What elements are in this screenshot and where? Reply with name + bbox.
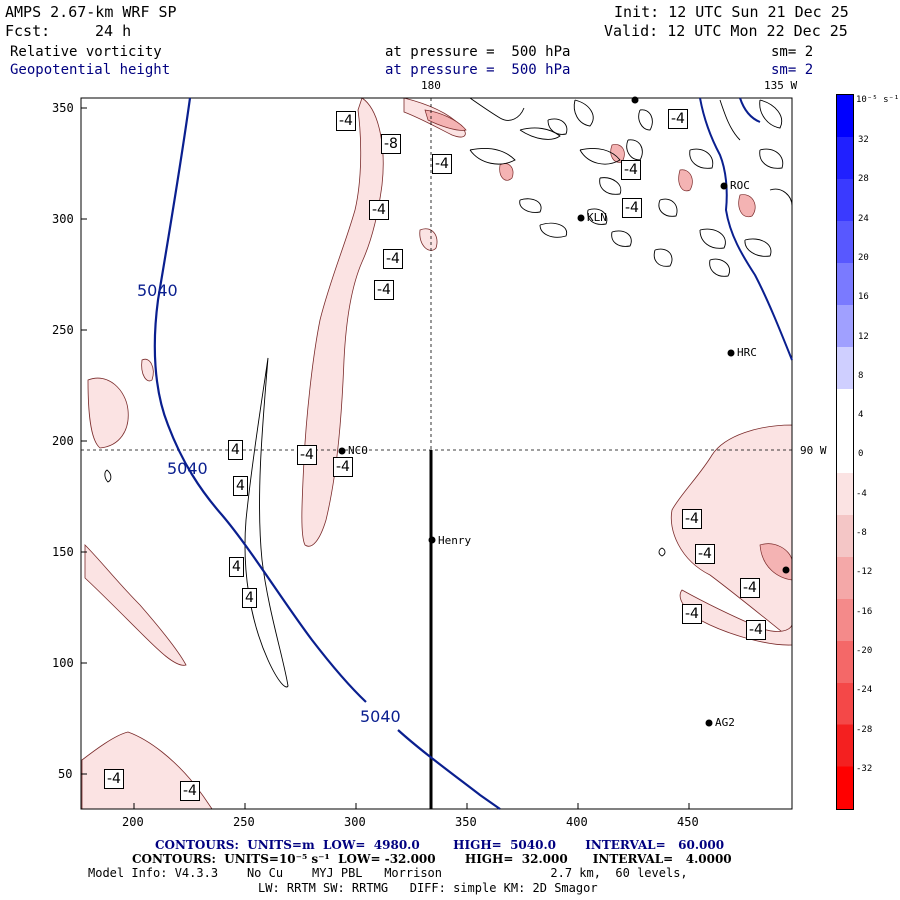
x-tick-300: 300	[344, 815, 366, 829]
y-tick-50: 50	[58, 767, 73, 781]
vorticity-label: -4	[682, 604, 702, 624]
vorticity-label: -4	[297, 445, 317, 465]
vorticity-label: -4	[622, 198, 642, 218]
vorticity-label: -4	[682, 509, 702, 529]
init-time: Init: 12 UTC Sun 21 Dec 25	[614, 3, 849, 21]
meridian-label-135w: 135 W	[764, 79, 798, 92]
colorbar-tick-label: 16	[858, 292, 869, 303]
field-vorticity-smoothing: sm= 2	[771, 44, 814, 60]
field-height-level: at pressure = 500 hPa	[385, 62, 571, 78]
colorbar-tick-label: -12	[856, 567, 873, 578]
colorbar-tick-label: -28	[856, 724, 873, 735]
station-label-roc: ROC	[730, 179, 750, 192]
vorticity-label: 4	[242, 588, 257, 608]
plot-frame	[80, 97, 793, 810]
vorticity-label: -4	[746, 620, 766, 640]
station-label-hrc: HRC	[737, 346, 757, 359]
colorbar-tick-label: 0	[858, 449, 864, 460]
vorticity-label: -4	[695, 544, 715, 564]
height-label-5040-middle: 5040	[167, 459, 208, 478]
footer-height-contours: CONTOURS: UNITS=m LOW= 4980.0 HIGH= 5040…	[155, 838, 725, 852]
station-markers	[338, 96, 790, 727]
colorbar-tick-label: -24	[856, 685, 873, 696]
meridian-label-90w: 90 W	[800, 444, 827, 457]
forecast-label: Fcst:	[5, 22, 51, 40]
field-height-name: Geopotential height	[10, 62, 171, 78]
vorticity-label: -4	[621, 160, 641, 180]
colorbar-tick-label: 4	[858, 410, 864, 421]
axis-ticks	[81, 107, 690, 809]
vorticity-label: -4	[668, 109, 688, 129]
model-title: AMPS 2.67-km WRF SP	[5, 3, 177, 21]
field-vorticity-name: Relative vorticity	[10, 44, 162, 60]
vorticity-label: -4	[333, 457, 353, 477]
y-tick-250: 250	[52, 323, 74, 337]
vorticity-label: -4	[432, 154, 452, 174]
colorbar-tick-label: 20	[858, 252, 869, 263]
footer-physics-info: LW: RRTM SW: RRTMG DIFF: simple KM: 2D S…	[258, 881, 598, 895]
vorticity-label: 4	[233, 476, 248, 496]
colorbar-tick-label: -8	[856, 528, 867, 538]
colorbar-tick-label: 28	[858, 174, 869, 185]
colorbar-tick-label: -16	[856, 606, 873, 617]
negative-vorticity-shading	[81, 97, 793, 810]
vorticity-label: -4	[369, 200, 389, 220]
colorbar-tick-label: -20	[856, 645, 873, 656]
x-tick-250: 250	[233, 815, 255, 829]
meridian-label-180: 180	[421, 79, 441, 92]
vorticity-label: -4	[740, 578, 760, 598]
vorticity-label: -4	[383, 249, 403, 269]
colorbar-tick-label: 24	[858, 213, 869, 224]
colorbar-tick-label: 32	[858, 135, 869, 145]
station-label-nco: NCO	[348, 444, 368, 457]
y-tick-100: 100	[52, 656, 74, 670]
y-tick-300: 300	[52, 212, 74, 226]
footer-vorticity-contours: CONTOURS: UNITS=10⁻⁵ s⁻¹ LOW= -32.000 HI…	[132, 852, 732, 866]
height-contour-5040	[153, 97, 501, 810]
valid-time: Valid: 12 UTC Mon 22 Dec 25	[604, 22, 848, 40]
colorbar-tick-label: -4	[856, 488, 867, 499]
forecast-value: 24 h	[95, 22, 132, 40]
colorbar-tick-label: 12	[858, 331, 869, 342]
vorticity-label: 4	[228, 440, 243, 460]
vorticity-label: -8	[381, 134, 401, 154]
station-label-kln: KLN	[587, 211, 607, 224]
height-label-5040-upper: 5040	[137, 281, 178, 300]
colorbar-unit: 10⁻⁵ s⁻¹	[856, 95, 900, 105]
colorbar	[836, 94, 854, 810]
x-tick-450: 450	[677, 815, 699, 829]
vorticity-label: -4	[104, 769, 124, 789]
colorbar-tick-label: -32	[856, 763, 873, 774]
coastline	[699, 97, 793, 361]
vorticity-label: -4	[180, 781, 200, 801]
vorticity-label: 4	[229, 557, 244, 577]
meridian-lines	[81, 98, 792, 451]
x-tick-200: 200	[122, 815, 144, 829]
station-label-ag2: AG2	[715, 716, 735, 729]
x-tick-350: 350	[455, 815, 477, 829]
x-tick-400: 400	[566, 815, 588, 829]
footer-model-info: Model Info: V4.3.3 No Cu MYJ PBL Morriso…	[88, 866, 688, 880]
positive-vorticity-contours	[104, 97, 793, 688]
height-label-5040-lower: 5040	[360, 707, 401, 726]
station-label-henry: Henry	[438, 534, 472, 547]
vorticity-label: -4	[336, 111, 356, 131]
y-tick-200: 200	[52, 434, 74, 448]
field-height-smoothing: sm= 2	[771, 62, 814, 78]
y-tick-350: 350	[52, 101, 74, 115]
y-tick-150: 150	[52, 545, 74, 559]
colorbar-tick-label: 8	[858, 370, 864, 381]
vorticity-label: -4	[374, 280, 394, 300]
field-vorticity-level: at pressure = 500 hPa	[385, 44, 571, 60]
